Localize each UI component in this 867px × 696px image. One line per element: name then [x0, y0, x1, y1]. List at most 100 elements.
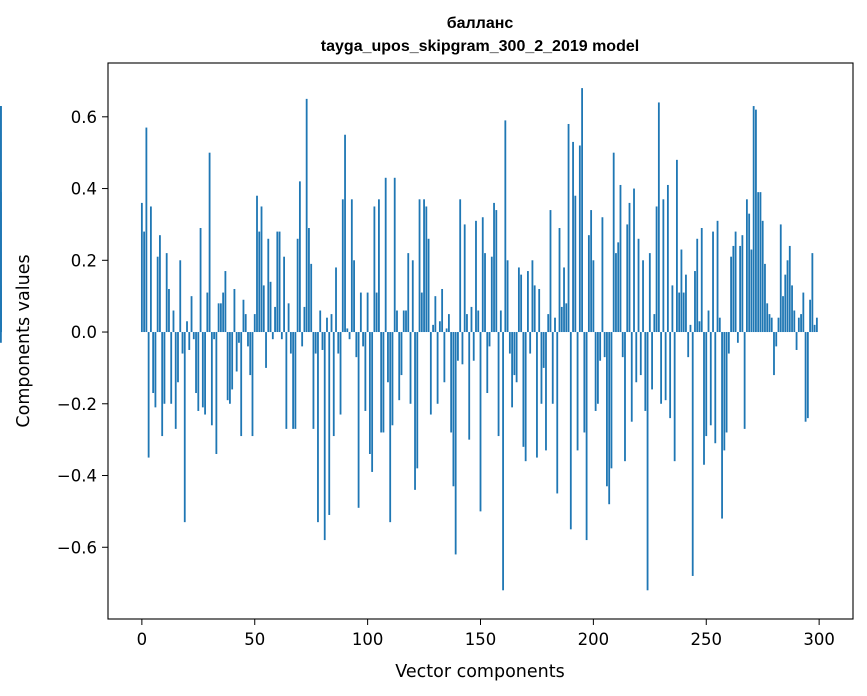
bar	[0, 332, 2, 343]
bar	[646, 332, 649, 591]
bar	[696, 238, 699, 333]
bar	[323, 332, 326, 541]
bar	[375, 292, 378, 333]
bar	[328, 332, 331, 515]
bar	[418, 199, 421, 333]
bar	[190, 296, 193, 333]
bar	[705, 332, 708, 437]
bar	[572, 141, 574, 333]
bar	[287, 303, 290, 333]
bar	[612, 152, 615, 333]
bar	[244, 314, 247, 333]
bar	[802, 292, 805, 333]
bar	[793, 310, 796, 333]
bar	[308, 228, 310, 333]
bar	[576, 332, 579, 451]
bar	[545, 332, 547, 451]
bar	[601, 217, 604, 333]
bar	[499, 310, 502, 333]
bar	[811, 253, 814, 333]
bar	[809, 299, 812, 333]
bar	[238, 332, 240, 343]
bar	[215, 332, 218, 454]
bar	[484, 253, 486, 333]
bar	[804, 332, 807, 422]
bar	[750, 249, 753, 333]
bar	[140, 202, 143, 333]
bar	[152, 332, 155, 394]
bar	[707, 310, 710, 333]
bar	[362, 332, 365, 347]
bar	[757, 192, 760, 333]
bar	[429, 332, 432, 415]
bar	[621, 332, 624, 358]
bar	[177, 332, 179, 383]
bar	[231, 332, 234, 390]
bar	[289, 332, 292, 354]
bar	[551, 332, 554, 404]
bar	[759, 192, 762, 333]
bar	[666, 184, 669, 333]
bar	[226, 332, 229, 401]
bar	[777, 317, 780, 333]
bar	[296, 238, 299, 333]
bars-group	[0, 88, 818, 591]
bar	[409, 332, 412, 404]
bar	[149, 206, 152, 333]
bar	[628, 202, 631, 333]
bar	[554, 317, 556, 333]
bar	[445, 328, 448, 333]
bar	[400, 332, 403, 376]
bar	[481, 217, 484, 333]
bar	[276, 231, 279, 333]
bar	[587, 235, 590, 333]
y-axis-ticks: −0.6 −0.4 −0.2 0.0 0.2 0.4 0.6	[57, 108, 108, 557]
bar	[639, 332, 642, 376]
y-axis-label: Components values	[14, 254, 34, 427]
bar	[285, 332, 288, 429]
bar	[274, 306, 276, 333]
y-tick-label: −0.4	[57, 467, 97, 486]
bar	[402, 310, 405, 333]
bar	[219, 303, 222, 333]
bar	[468, 332, 471, 440]
bar	[163, 332, 166, 404]
bar	[407, 253, 410, 333]
bar	[450, 332, 453, 433]
bar	[201, 332, 204, 408]
bar	[294, 332, 297, 429]
bar	[174, 332, 177, 429]
x-tick-label: 50	[244, 630, 265, 649]
bar	[186, 321, 188, 333]
bar	[755, 109, 757, 333]
bar	[461, 332, 464, 365]
bar	[633, 188, 635, 333]
bar	[795, 332, 798, 350]
bar	[233, 288, 236, 333]
bar	[669, 332, 672, 419]
bar	[423, 199, 425, 333]
bar	[305, 98, 308, 333]
bar	[567, 123, 570, 333]
bar	[368, 332, 371, 454]
bar	[253, 314, 256, 333]
bar	[732, 245, 735, 333]
bar	[644, 332, 647, 411]
bar	[599, 332, 602, 361]
bar	[556, 332, 559, 494]
bar	[364, 332, 367, 411]
bar	[660, 332, 663, 404]
bar	[522, 332, 525, 447]
bar	[145, 127, 148, 333]
y-tick-label: 0.0	[71, 323, 97, 342]
bar	[240, 332, 243, 437]
bar	[791, 285, 793, 333]
bar	[515, 332, 518, 383]
bar	[506, 260, 509, 333]
bar	[653, 314, 656, 333]
bar	[387, 332, 389, 383]
bar	[278, 231, 281, 333]
bar	[197, 332, 200, 411]
bar	[262, 285, 265, 333]
bar	[712, 231, 714, 333]
